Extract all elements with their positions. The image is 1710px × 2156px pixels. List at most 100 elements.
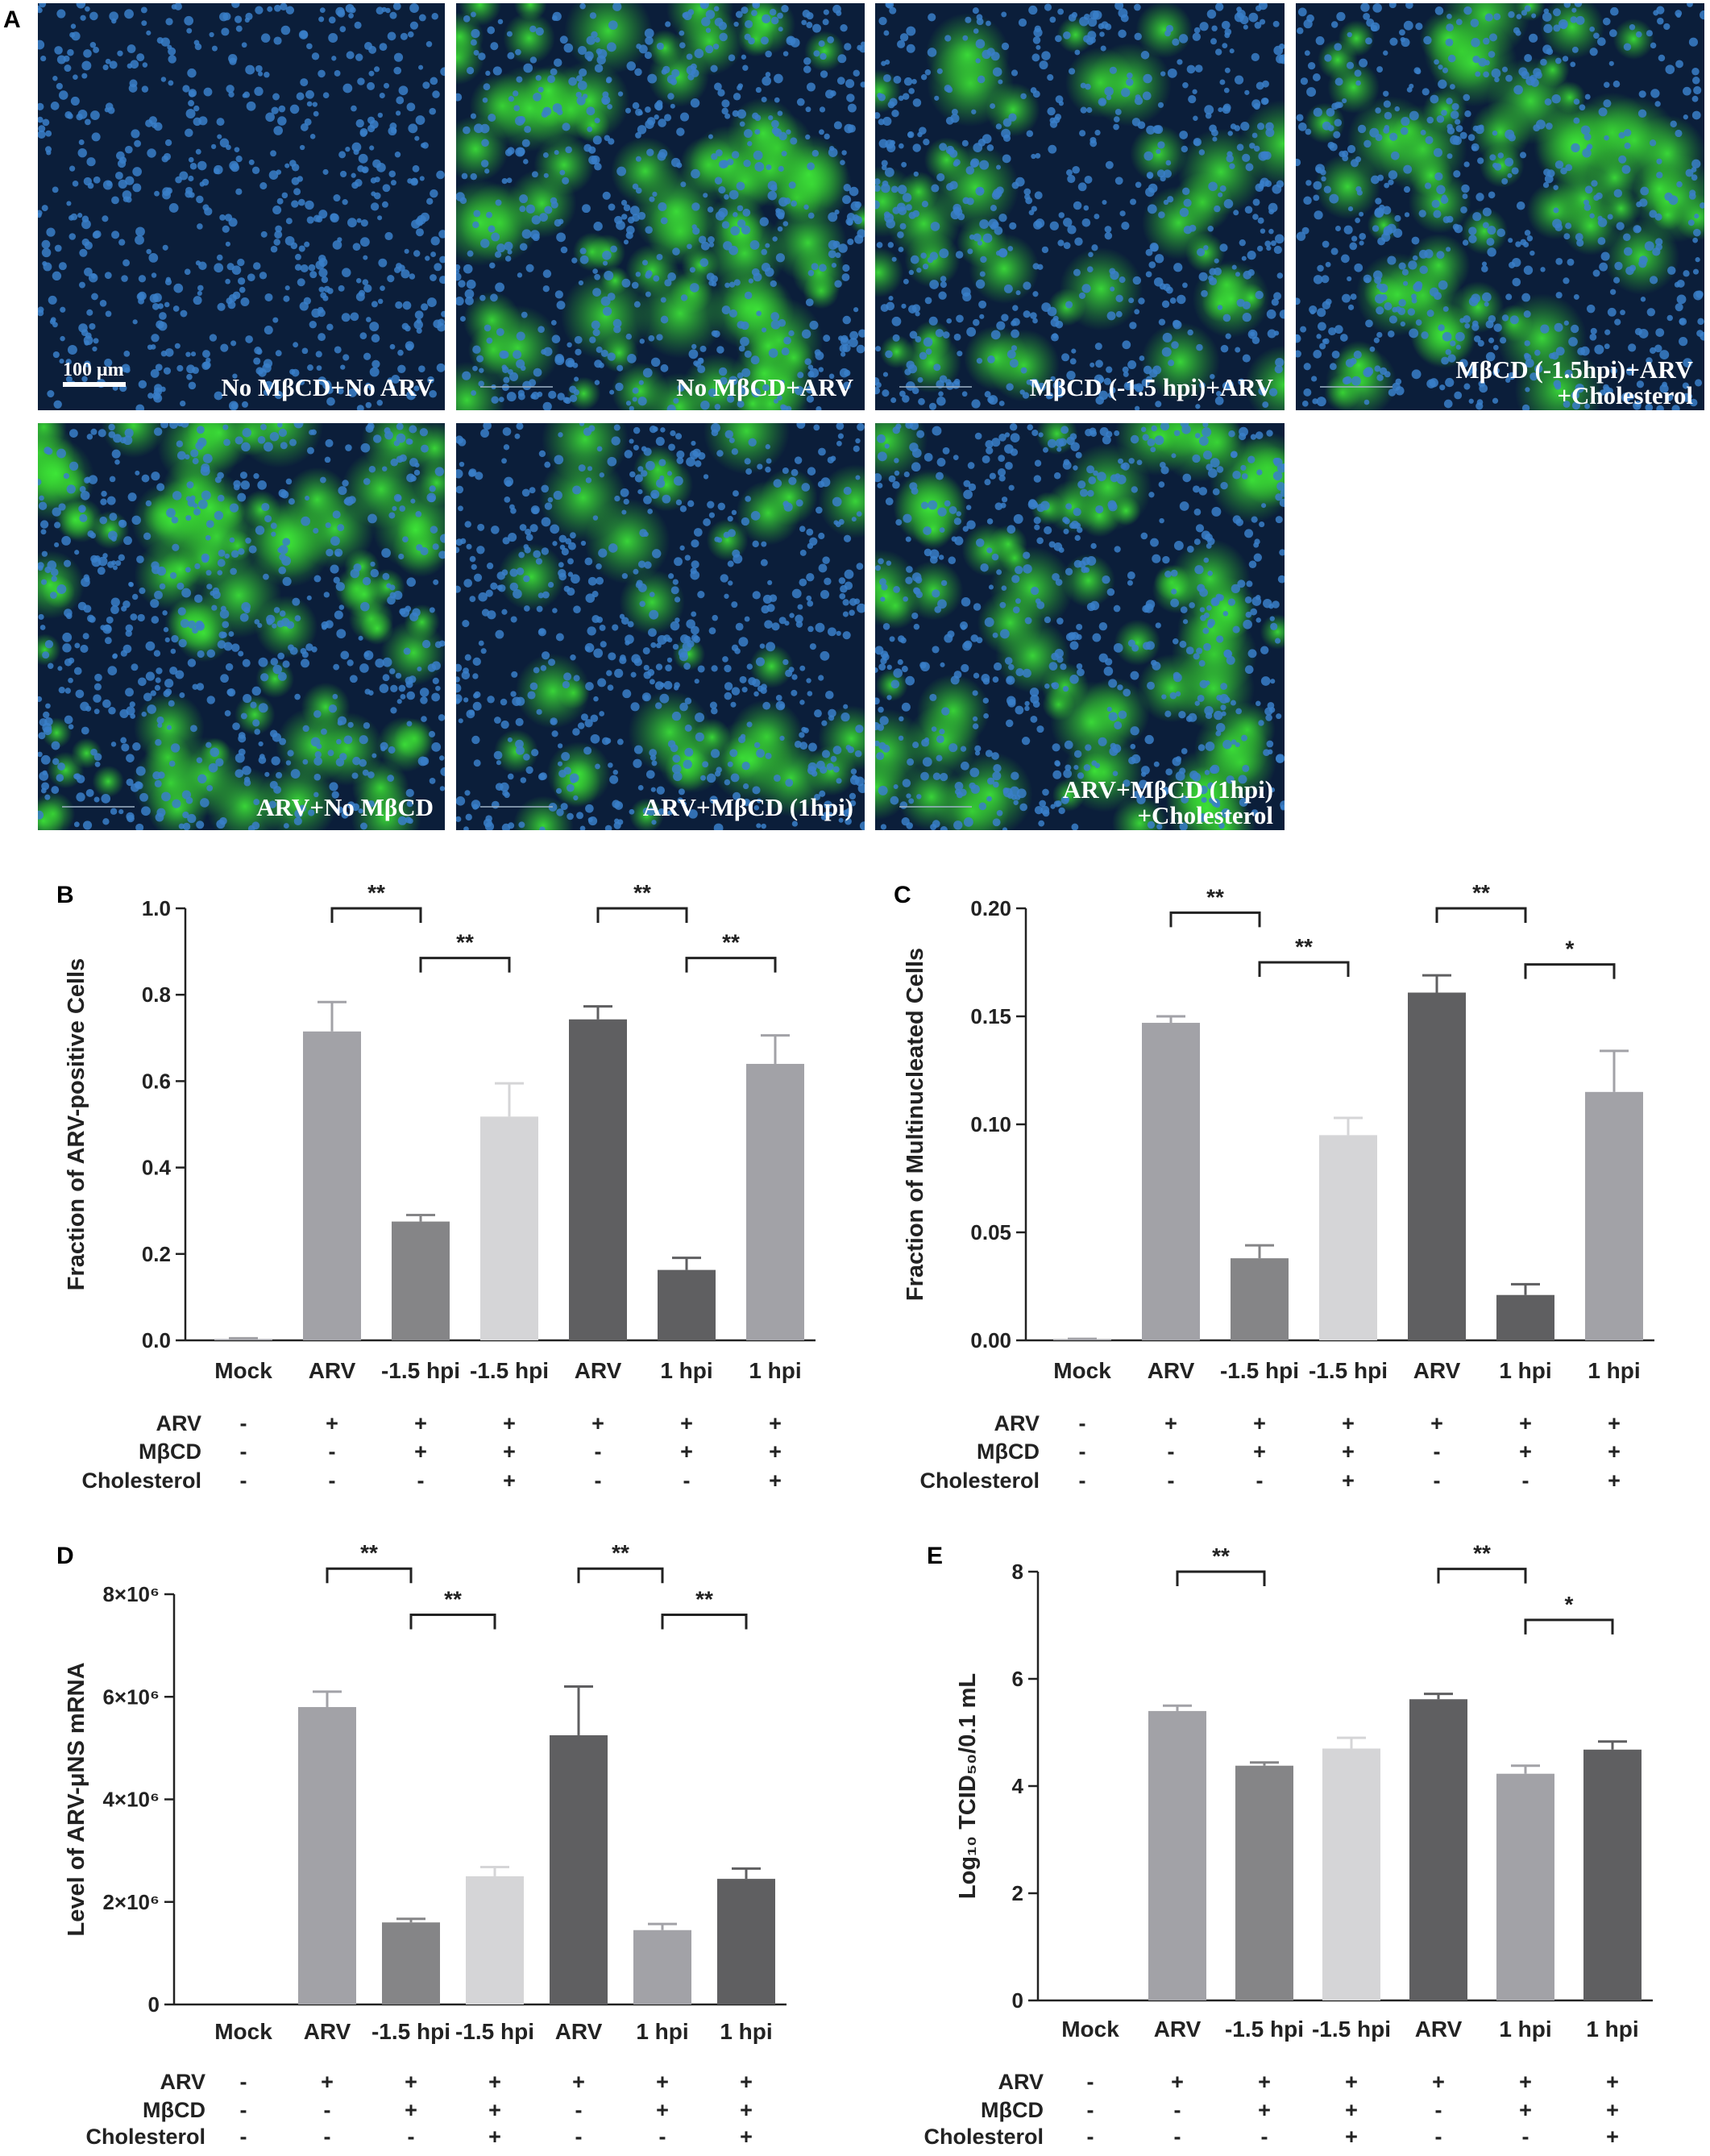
nucleus-dot <box>510 691 517 697</box>
nucleus-dot <box>142 62 148 68</box>
nucleus-dot <box>728 437 735 443</box>
nucleus-dot <box>777 226 783 232</box>
nucleus-dot <box>1220 344 1229 353</box>
nucleus-dot <box>686 619 695 629</box>
nucleus-dot <box>1493 13 1501 21</box>
nucleus-dot <box>240 480 251 490</box>
nucleus-dot <box>41 239 51 249</box>
nucleus-dot <box>986 796 992 802</box>
nucleus-dot <box>537 86 544 93</box>
nucleus-dot <box>1277 575 1285 584</box>
nucleus-dot <box>1645 403 1654 410</box>
nucleus-dot <box>728 281 736 288</box>
nucleus-dot <box>1563 320 1569 326</box>
nucleus-dot <box>1663 23 1671 31</box>
nucleus-dot <box>197 290 202 296</box>
nucleus-dot <box>636 580 643 587</box>
nucleus-dot <box>801 19 807 26</box>
nucleus-dot <box>912 210 920 218</box>
nucleus-dot <box>742 798 751 807</box>
nucleus-dot <box>961 596 971 607</box>
nucleus-dot <box>1579 104 1586 111</box>
nucleus-dot <box>281 192 288 199</box>
nucleus-dot <box>1640 186 1650 196</box>
nucleus-dot <box>1267 329 1276 339</box>
nucleus-dot <box>1236 298 1245 307</box>
nucleus-dot <box>1027 424 1034 431</box>
nucleus-dot <box>882 653 890 661</box>
nucleus-dot <box>878 706 884 713</box>
nucleus-dot <box>118 179 127 189</box>
nucleus-dot <box>730 226 741 236</box>
nucleus-dot <box>761 263 771 272</box>
nucleus-dot <box>1081 218 1091 227</box>
nucleus-dot <box>1376 374 1384 381</box>
nucleus-dot <box>197 650 205 658</box>
nucleus-dot <box>1189 224 1197 232</box>
nucleus-dot <box>181 790 192 800</box>
nucleus-dot <box>679 545 685 550</box>
nucleus-dot <box>558 572 567 581</box>
nucleus-dot <box>1073 465 1078 471</box>
nucleus-dot <box>240 712 247 720</box>
nucleus-dot <box>185 109 196 119</box>
nucleus-dot <box>951 108 958 115</box>
nucleus-dot <box>1330 247 1339 255</box>
nucleus-dot <box>1450 110 1459 119</box>
nucleus-dot <box>1005 461 1013 470</box>
nucleus-dot <box>300 264 309 273</box>
nucleus-dot <box>531 749 539 757</box>
nucleus-dot <box>761 604 770 614</box>
nucleus-dot <box>405 788 414 797</box>
nucleus-dot <box>1459 359 1468 368</box>
nucleus-dot <box>842 631 851 640</box>
nucleus-dot <box>1552 218 1563 229</box>
nucleus-dot <box>1115 310 1123 318</box>
nucleus-dot <box>420 696 428 704</box>
nucleus-dot <box>480 160 489 168</box>
nucleus-dot <box>195 442 204 451</box>
nucleus-dot <box>294 264 302 271</box>
nucleus-dot <box>272 93 280 101</box>
nucleus-dot <box>953 207 963 216</box>
nucleus-dot <box>38 102 44 110</box>
nucleus-dot <box>501 823 511 830</box>
nucleus-dot <box>851 517 857 522</box>
nucleus-dot <box>954 536 964 546</box>
nucleus-dot <box>1259 521 1265 528</box>
nucleus-dot <box>576 812 584 820</box>
nucleus-dot <box>384 231 393 241</box>
nucleus-dot <box>949 181 958 190</box>
nucleus-dot <box>196 683 205 691</box>
nucleus-dot <box>1115 294 1123 303</box>
nucleus-dot <box>575 75 583 82</box>
nucleus-dot <box>94 761 101 767</box>
nucleus-dot <box>1142 91 1152 101</box>
nucleus-dot <box>1452 135 1462 145</box>
nucleus-dot <box>1182 473 1192 483</box>
nucleus-dot <box>744 291 753 300</box>
nucleus-dot <box>151 565 161 575</box>
nucleus-dot <box>318 16 325 23</box>
nucleus-dot <box>93 176 101 184</box>
nucleus-dot <box>292 597 301 606</box>
nucleus-dot <box>38 7 43 14</box>
nucleus-dot <box>654 702 662 709</box>
nucleus-dot <box>905 423 914 430</box>
nucleus-dot <box>253 357 261 365</box>
nucleus-dot <box>844 569 854 580</box>
nucleus-dot <box>1139 355 1145 361</box>
nucleus-dot <box>1373 337 1380 343</box>
nucleus-dot <box>89 42 97 48</box>
nucleus-dot <box>1255 700 1261 707</box>
nucleus-dot <box>464 654 471 661</box>
nucleus-dot <box>517 115 526 124</box>
nucleus-dot <box>1051 682 1060 690</box>
nucleus-dot <box>625 640 630 646</box>
nucleus-dot <box>1161 694 1167 700</box>
nucleus-dot <box>1593 32 1600 39</box>
nucleus-dot <box>1296 334 1301 343</box>
nucleus-dot <box>463 826 469 830</box>
nucleus-dot <box>1215 48 1222 56</box>
nucleus-dot <box>515 746 525 755</box>
